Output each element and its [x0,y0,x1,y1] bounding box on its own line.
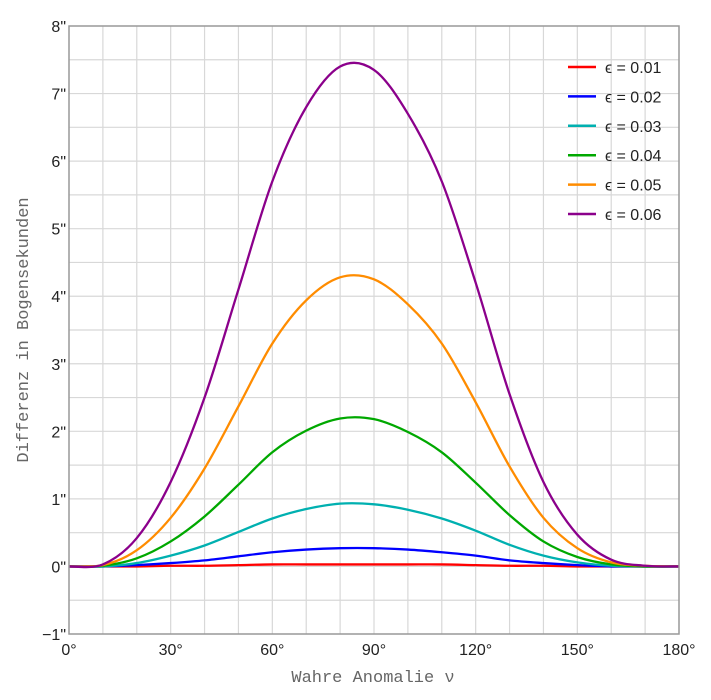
x-tick-label: 180° [662,642,695,659]
y-tick-label: 7" [51,87,66,104]
y-tick-label: 2" [51,424,66,441]
x-tick-label: 90° [362,642,386,659]
legend-label: ϵ = 0.04 [605,148,662,165]
legend: ϵ = 0.01 ϵ = 0.02 ϵ = 0.03 ϵ = 0.04 ϵ = 0.05… [568,60,662,224]
y-axis-title: Differenz in Bogensekunden [15,197,34,462]
series-line-4 [68,416,680,568]
x-tick-label: 30° [159,642,183,659]
legend-label: ϵ = 0.01 [605,60,662,77]
plot-frame [68,25,680,635]
legend-item: ϵ = 0.02 [568,89,662,106]
x-axis-title: Wahre Anomalie ν [291,669,454,688]
y-tick-label: 4" [51,289,66,306]
legend-item: ϵ = 0.01 [568,60,662,77]
series-line-2 [68,546,679,568]
series-line-6 [68,61,680,569]
y-tick-label: 3" [51,357,66,374]
series-line-1 [69,563,679,568]
x-tick-label: 150° [561,642,594,659]
series-line-5 [68,274,680,568]
legend-label: ϵ = 0.03 [605,119,662,136]
legend-item: ϵ = 0.03 [568,119,662,136]
curves [68,61,680,569]
y-tick-label: 0" [51,559,66,576]
y-tick-label: 1" [51,492,66,509]
x-tick-label: 0° [61,642,76,659]
y-tick-label: −1" [42,627,66,644]
x-tick-label: 120° [459,642,492,659]
grid [69,26,679,634]
y-tick-label: 5" [51,222,66,239]
y-tick-label: 6" [51,154,66,171]
y-tick-label: 8" [51,19,66,36]
series-line-3 [68,502,680,568]
legend-item: ϵ = 0.04 [568,148,662,165]
legend-item: ϵ = 0.06 [568,207,662,224]
x-axis-ticks: 0° 30° 60° 90° 120° 150° 180° [61,642,695,659]
legend-label: ϵ = 0.05 [605,178,662,195]
legend-label: ϵ = 0.06 [605,207,662,224]
x-tick-label: 60° [260,642,284,659]
legend-item: ϵ = 0.05 [568,178,662,195]
y-axis-ticks: −1" 0" 1" 2" 3" 4" 5" 6" 7" 8" [42,19,66,644]
legend-label: ϵ = 0.02 [605,89,662,106]
